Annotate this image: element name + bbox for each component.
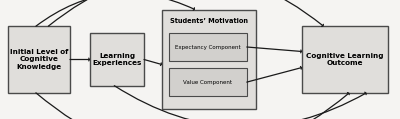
FancyBboxPatch shape [162, 10, 256, 109]
FancyBboxPatch shape [90, 33, 144, 86]
FancyBboxPatch shape [302, 26, 388, 93]
FancyBboxPatch shape [169, 68, 247, 96]
Text: Initial Level of
Cognitive
Knowledge: Initial Level of Cognitive Knowledge [10, 50, 68, 69]
Text: Cognitive Learning
Outcome: Cognitive Learning Outcome [306, 53, 384, 66]
FancyBboxPatch shape [8, 26, 70, 93]
Text: Students’ Motivation: Students’ Motivation [170, 18, 248, 24]
Text: Learning
Experiences: Learning Experiences [92, 53, 142, 66]
Text: Expectancy Component: Expectancy Component [175, 45, 241, 50]
FancyBboxPatch shape [169, 33, 247, 61]
Text: Value Component: Value Component [183, 80, 232, 85]
